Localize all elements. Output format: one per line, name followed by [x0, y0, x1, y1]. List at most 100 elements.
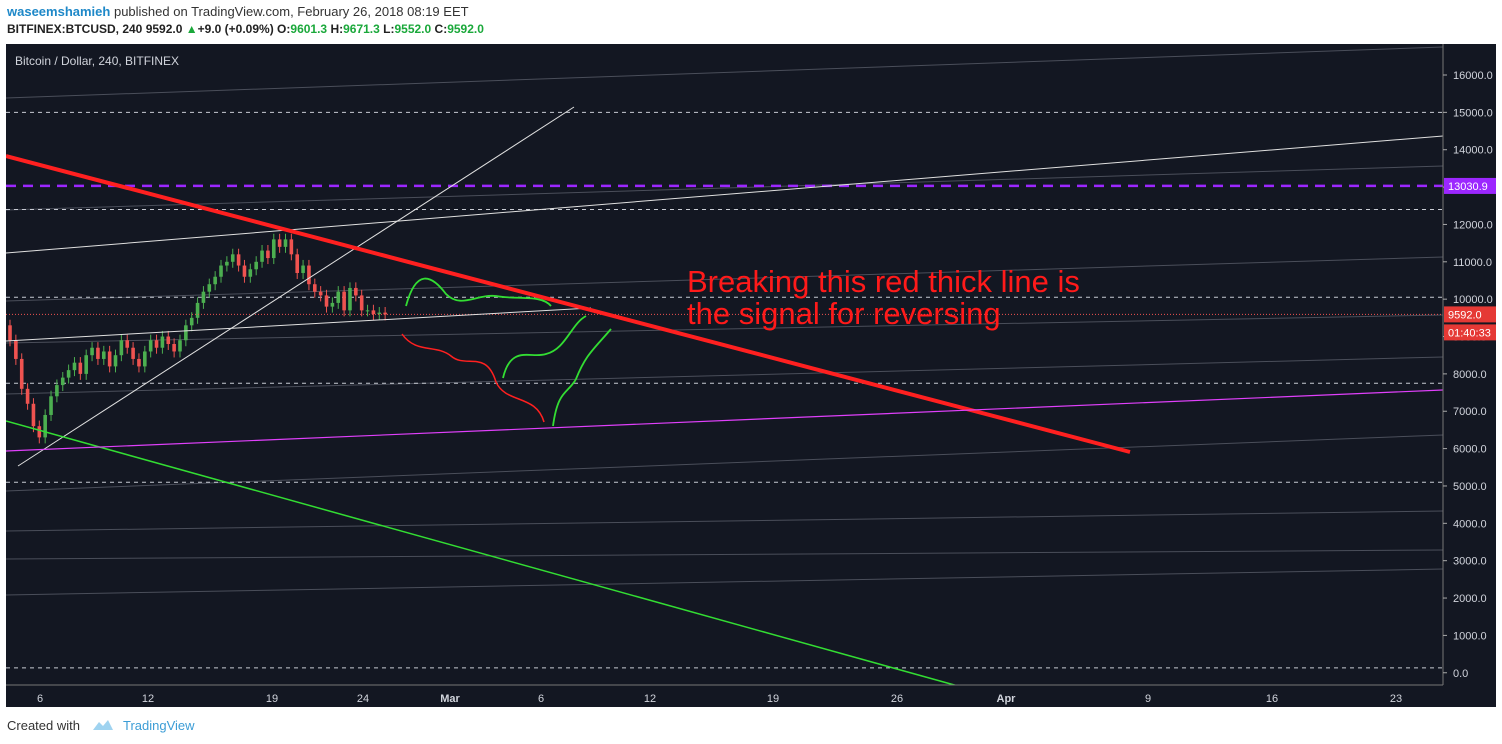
candle-body	[60, 377, 65, 386]
candle-body	[230, 254, 235, 262]
current-price-tag-bg	[1444, 306, 1496, 323]
x-tick-label: 19	[767, 693, 779, 705]
candle-body	[8, 325, 12, 341]
created-with-text: Created with	[7, 718, 80, 733]
y-tick-label: 4000.0	[1453, 518, 1487, 530]
candle-body	[359, 295, 364, 311]
countdown-tag: 01:40:33	[1448, 327, 1491, 339]
candle-body	[207, 284, 212, 292]
candle-body	[55, 385, 59, 397]
candle-body	[66, 370, 71, 378]
y-tick-label: 7000.0	[1453, 406, 1487, 418]
change-value: +9.0 (+0.09%)	[197, 22, 274, 36]
price-chart[interactable]: Bitcoin / Dollar, 240, BITFINEX 0.0 1000.…	[5, 44, 1496, 707]
tradingview-link[interactable]: TradingView	[123, 718, 195, 733]
candle-body	[37, 426, 42, 438]
ohlc-bar: BITFINEX:BTCUSD, 240 9592.0 ▲+9.0 (+0.09…	[7, 22, 484, 36]
x-tick-label: 24	[357, 693, 369, 705]
candle-body	[260, 250, 264, 262]
x-tick-label: 6	[538, 693, 544, 705]
candle-body	[143, 351, 147, 367]
last-price: 9592.0	[145, 22, 183, 36]
close-value: 9592.0	[447, 22, 484, 36]
x-tick-label: Mar	[440, 693, 460, 705]
candle-body	[289, 239, 294, 255]
candle-body	[178, 340, 182, 352]
channel-line	[5, 434, 1444, 492]
candle-body	[14, 340, 18, 359]
x-tick-label: 23	[1390, 693, 1402, 705]
low-value: 9552.0	[394, 22, 432, 36]
candle-body	[219, 265, 223, 277]
x-tick-label: 9	[1145, 693, 1151, 705]
candle-body	[90, 347, 94, 356]
candle-body	[236, 254, 241, 266]
candle-body	[213, 276, 217, 285]
green-projection-1	[405, 277, 552, 307]
y-tick-label: 5000.0	[1453, 481, 1487, 493]
candle-body	[301, 265, 305, 274]
chart-title: Bitcoin / Dollar, 240, BITFINEX	[15, 54, 179, 68]
candle-body	[107, 351, 112, 367]
candle-body	[154, 340, 159, 348]
trendlines-layer	[5, 106, 1444, 687]
green-projection-2	[502, 315, 587, 379]
y-tick-label: 3000.0	[1453, 556, 1487, 568]
y-tick-label: 16000.0	[1453, 70, 1493, 82]
candles-layer	[8, 233, 387, 444]
candle-body	[365, 310, 370, 312]
red-projection	[401, 333, 545, 423]
steep-support-line	[17, 106, 575, 467]
channel-line	[5, 256, 1444, 302]
candle-body	[184, 325, 188, 341]
channel-line	[5, 356, 1444, 395]
candle-body	[160, 336, 165, 348]
channel-line	[5, 568, 1444, 596]
grid-layer	[5, 46, 1444, 669]
candle-body	[324, 295, 329, 307]
x-tick-label: Apr	[997, 693, 1017, 705]
candle-body	[125, 340, 130, 348]
candle-body	[313, 284, 317, 292]
footer: Created with TradingView	[7, 718, 195, 733]
author-name[interactable]: waseemshamieh	[7, 4, 111, 19]
candle-body	[342, 291, 346, 311]
candle-body	[31, 403, 36, 427]
y-tick-label: 10000.0	[1453, 294, 1493, 306]
y-tick-label: 1000.0	[1453, 630, 1487, 642]
x-tick-label: 6	[37, 693, 43, 705]
candle-body	[43, 414, 47, 438]
green-projection-3	[552, 328, 612, 427]
candle-body	[336, 291, 341, 303]
y-tick-label: 8000.0	[1453, 369, 1487, 381]
publish-info: waseemshamieh published on TradingView.c…	[7, 4, 469, 19]
x-tick-label: 12	[142, 693, 154, 705]
up-arrow-icon: ▲	[185, 22, 198, 36]
candle-body	[101, 351, 106, 359]
candle-body	[201, 291, 206, 303]
annotation-line-1: Breaking this red thick line is	[687, 264, 1080, 299]
tradingview-logo-icon	[92, 720, 113, 730]
candle-body	[166, 336, 171, 344]
candle-body	[148, 340, 153, 352]
candle-body	[113, 355, 118, 367]
symbol-label: BITFINEX:BTCUSD, 240	[7, 22, 143, 36]
candle-body	[377, 312, 382, 315]
x-tick-label: 16	[1266, 693, 1278, 705]
candle-body	[248, 269, 253, 277]
candle-body	[49, 396, 53, 415]
y-tick-label: 12000.0	[1453, 219, 1493, 231]
open-value: 9601.3	[290, 22, 328, 36]
candle-body	[25, 388, 30, 404]
candle-body	[283, 239, 288, 247]
y-tick-label: 2000.0	[1453, 593, 1487, 605]
x-tick-label: 19	[266, 693, 278, 705]
axis-layer: 0.0 1000.0 2000.0 3000.0 4000.0 5000.0 6000.0 7…	[6, 44, 1496, 707]
channel-line	[5, 549, 1444, 560]
candle-body	[307, 265, 311, 285]
candle-body	[354, 287, 358, 296]
annotation-line-2: the signal for reversing	[687, 296, 1001, 331]
y-tick-label: 11000.0	[1453, 257, 1492, 269]
chart-panel[interactable]: Bitcoin / Dollar, 240, BITFINEX 0.0 1000.…	[5, 44, 1496, 707]
candle-body	[348, 287, 352, 311]
